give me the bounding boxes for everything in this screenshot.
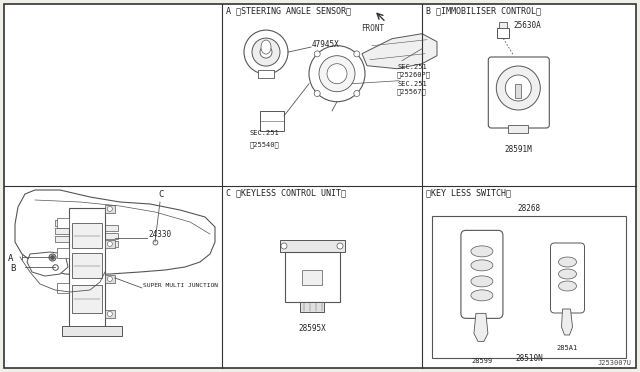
Bar: [105, 310, 115, 318]
Bar: [57, 283, 69, 293]
Circle shape: [281, 243, 287, 249]
Bar: [100, 241, 118, 247]
Circle shape: [244, 30, 288, 74]
Ellipse shape: [261, 40, 271, 54]
Bar: [285, 252, 340, 302]
Text: SEC.251: SEC.251: [397, 81, 427, 87]
Text: 28595X: 28595X: [298, 324, 326, 333]
Circle shape: [108, 311, 113, 317]
Polygon shape: [362, 34, 437, 69]
Bar: [105, 240, 115, 248]
Bar: [57, 218, 69, 228]
Bar: [62, 326, 122, 336]
Circle shape: [354, 51, 360, 57]
Bar: [55, 228, 77, 234]
Ellipse shape: [471, 290, 493, 301]
Polygon shape: [561, 309, 573, 335]
Text: ㈥25260P〉: ㈥25260P〉: [397, 72, 431, 78]
Circle shape: [354, 90, 360, 96]
Text: 28268: 28268: [517, 204, 541, 213]
Text: 25630A: 25630A: [513, 22, 541, 31]
Text: J253007U: J253007U: [598, 360, 632, 366]
Circle shape: [252, 38, 280, 66]
Polygon shape: [474, 313, 488, 341]
Bar: [497, 29, 509, 38]
FancyBboxPatch shape: [488, 57, 549, 128]
Bar: [57, 248, 69, 258]
Circle shape: [309, 46, 365, 102]
Bar: [258, 70, 274, 78]
Circle shape: [319, 56, 355, 92]
Text: C: C: [158, 190, 163, 199]
Ellipse shape: [471, 260, 493, 271]
Text: 28599: 28599: [471, 358, 493, 364]
Bar: [72, 223, 102, 248]
Text: ㈥25540〉: ㈥25540〉: [250, 141, 280, 148]
Bar: [302, 270, 322, 285]
Text: SUPER MULTI JUNCTION: SUPER MULTI JUNCTION: [143, 283, 218, 288]
Circle shape: [314, 90, 320, 96]
Circle shape: [260, 46, 272, 58]
Circle shape: [108, 241, 113, 246]
Text: FRONT: FRONT: [361, 24, 384, 33]
FancyBboxPatch shape: [550, 243, 584, 313]
Text: C 〈KEYLESS CONTROL UNIT〉: C 〈KEYLESS CONTROL UNIT〉: [226, 188, 346, 197]
Bar: [72, 253, 102, 278]
Bar: [69, 208, 105, 328]
Text: 28591M: 28591M: [504, 145, 532, 154]
Circle shape: [327, 64, 347, 84]
Ellipse shape: [559, 281, 577, 291]
Text: 47945X: 47945X: [312, 39, 340, 49]
Text: SEC.251: SEC.251: [397, 64, 427, 70]
FancyBboxPatch shape: [461, 230, 503, 318]
Text: ㈥25567〉: ㈥25567〉: [397, 89, 427, 95]
Bar: [72, 285, 102, 313]
Bar: [100, 233, 118, 239]
Bar: [499, 22, 508, 29]
Circle shape: [506, 75, 531, 101]
Polygon shape: [27, 252, 68, 276]
Circle shape: [314, 51, 320, 57]
Bar: [280, 240, 345, 252]
Text: 28510N: 28510N: [515, 354, 543, 363]
Bar: [105, 205, 115, 213]
Polygon shape: [15, 190, 215, 275]
Text: 〈KEY LESS SWITCH〉: 〈KEY LESS SWITCH〉: [426, 188, 511, 197]
Bar: [55, 236, 77, 242]
Text: B 〈IMMOBILISER CONTROL〉: B 〈IMMOBILISER CONTROL〉: [426, 6, 541, 15]
Text: 24330: 24330: [149, 230, 172, 240]
Circle shape: [108, 276, 113, 281]
Bar: [515, 84, 522, 98]
Text: 285A1: 285A1: [557, 345, 578, 351]
Text: SEC.251: SEC.251: [250, 130, 280, 136]
Bar: [100, 225, 118, 231]
Bar: [508, 125, 528, 133]
Ellipse shape: [559, 269, 577, 279]
Circle shape: [496, 66, 540, 110]
Circle shape: [337, 243, 343, 249]
Bar: [300, 302, 324, 312]
Text: A: A: [8, 254, 13, 263]
Bar: [105, 275, 115, 283]
Circle shape: [108, 206, 113, 211]
Bar: [260, 111, 284, 131]
Text: A 〈STEERING ANGLE SENSOR〉: A 〈STEERING ANGLE SENSOR〉: [226, 6, 351, 15]
Ellipse shape: [471, 276, 493, 287]
Bar: [432, 216, 626, 358]
Text: B: B: [10, 264, 15, 273]
Bar: [55, 220, 77, 226]
Ellipse shape: [471, 246, 493, 257]
Ellipse shape: [559, 257, 577, 267]
